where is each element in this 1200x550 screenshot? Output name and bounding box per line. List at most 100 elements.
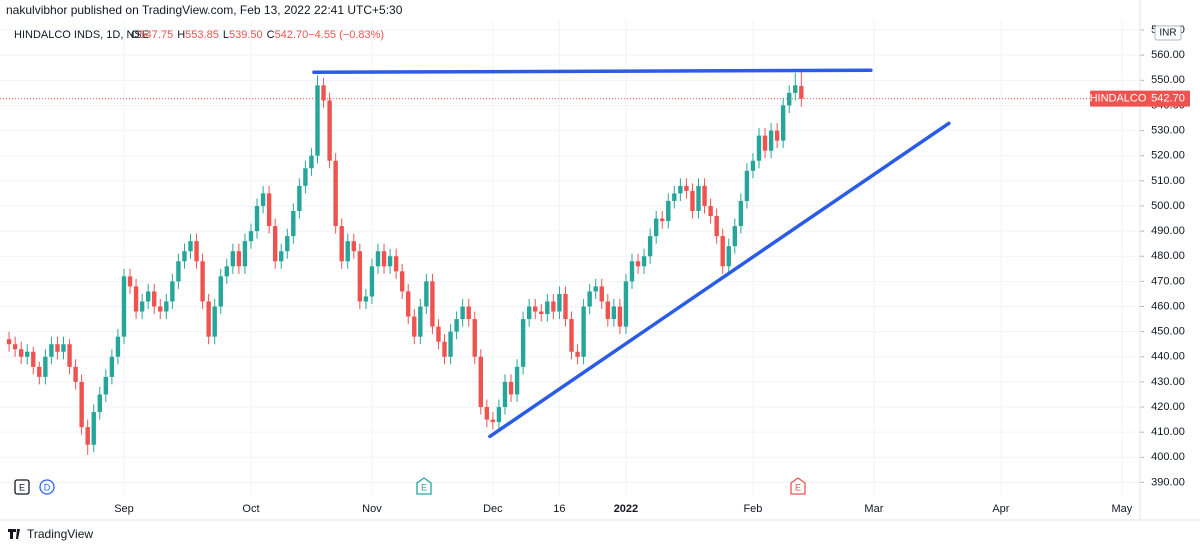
candle-body bbox=[720, 236, 725, 267]
ohlc-legend: O547.75 H553.85 L539.50 C542.70−4.55 (−0.83… bbox=[131, 29, 384, 41]
currency: INR bbox=[1159, 28, 1176, 39]
y-tick-label: 550.00 bbox=[1151, 74, 1185, 86]
candle-body bbox=[605, 301, 610, 320]
trendline bbox=[488, 121, 951, 439]
footer: TradingView bbox=[8, 527, 93, 541]
candle-body bbox=[799, 85, 804, 99]
candle-body bbox=[170, 281, 175, 302]
candle-body bbox=[375, 251, 381, 267]
legend-key: O bbox=[131, 29, 140, 41]
candle-body bbox=[115, 336, 121, 357]
y-tick-label: 440.00 bbox=[1151, 351, 1185, 363]
candle-body bbox=[381, 251, 387, 267]
candle-body bbox=[260, 193, 266, 206]
y-tick-label: 480.00 bbox=[1151, 250, 1185, 262]
legend-key: H bbox=[177, 29, 185, 41]
candle-body bbox=[551, 301, 556, 312]
candle-body bbox=[145, 291, 151, 302]
y-tick-label: 400.00 bbox=[1151, 451, 1185, 463]
candle-body bbox=[218, 276, 223, 307]
candle-body bbox=[593, 286, 598, 292]
candle-body bbox=[224, 266, 229, 277]
candle-body bbox=[442, 341, 447, 357]
candle-body bbox=[774, 130, 780, 141]
candle-body bbox=[539, 311, 544, 315]
candle-body bbox=[303, 168, 308, 186]
candle-body bbox=[103, 376, 109, 395]
candle-body bbox=[291, 211, 296, 237]
candle-body bbox=[242, 241, 248, 267]
y-tick-label: 530.00 bbox=[1151, 124, 1185, 136]
event-label: E bbox=[421, 482, 427, 492]
candle-body bbox=[369, 266, 375, 297]
y-tick-label: 450.00 bbox=[1151, 326, 1185, 338]
candle-body bbox=[333, 160, 338, 227]
candle-body bbox=[61, 344, 66, 352]
candle-body bbox=[478, 356, 483, 408]
candle-body bbox=[732, 226, 738, 247]
candle-body bbox=[285, 236, 290, 252]
price-axis: 390.00 400.00 410.00 420.00 430.00 440.00 450.… bbox=[114, 24, 1185, 515]
candle-body bbox=[696, 185, 701, 212]
candle-body bbox=[653, 218, 659, 237]
candle-body bbox=[702, 185, 707, 206]
y-tick-label: 500.00 bbox=[1151, 200, 1185, 212]
candle-body bbox=[12, 344, 18, 350]
legend-key: L bbox=[223, 29, 229, 41]
x-tick-label: Dec bbox=[483, 503, 503, 515]
candle-body bbox=[152, 291, 157, 307]
candle-body bbox=[472, 319, 477, 357]
trendline bbox=[312, 68, 873, 75]
y-tick-label: 510.00 bbox=[1151, 175, 1185, 187]
x-tick-label: 16 bbox=[553, 503, 565, 515]
candle-body bbox=[684, 185, 689, 191]
candle-body bbox=[18, 349, 24, 357]
y-tick-label: 490.00 bbox=[1151, 225, 1185, 237]
candle-body bbox=[31, 351, 36, 367]
candle-body bbox=[762, 135, 768, 151]
candle-body bbox=[436, 326, 441, 342]
candle-body bbox=[236, 251, 242, 267]
candle-body bbox=[617, 306, 623, 327]
y-tick-label: 520.00 bbox=[1151, 150, 1185, 162]
event-label: D bbox=[44, 482, 51, 492]
candle-body bbox=[666, 200, 671, 222]
candle-body bbox=[768, 130, 774, 151]
candle-body bbox=[575, 351, 580, 357]
candle-body bbox=[454, 319, 459, 332]
legend-key: C bbox=[267, 29, 275, 41]
candle-body bbox=[599, 286, 604, 302]
candle-body bbox=[526, 306, 532, 320]
x-tick-label: Oct bbox=[242, 503, 259, 515]
candle-body bbox=[321, 85, 326, 101]
candle-body bbox=[327, 100, 332, 161]
candle-body bbox=[460, 306, 465, 320]
event-label: E bbox=[795, 482, 801, 492]
legend-value: −4.55 (−0.83%) bbox=[308, 29, 384, 41]
candle-body bbox=[714, 216, 719, 237]
candle-body bbox=[164, 301, 169, 312]
candle-body bbox=[387, 256, 393, 267]
candle-body bbox=[514, 366, 520, 395]
candle-body bbox=[176, 261, 181, 282]
x-tick-label: Mar bbox=[864, 503, 883, 515]
price-tag-name: HINDALCO bbox=[1090, 93, 1147, 105]
candle-body bbox=[678, 185, 683, 194]
candle-body bbox=[569, 319, 574, 352]
candle-body bbox=[49, 344, 54, 357]
candle-body bbox=[206, 301, 211, 337]
y-tick-label: 410.00 bbox=[1151, 426, 1185, 438]
candle-body bbox=[25, 351, 30, 357]
candle-body bbox=[212, 306, 217, 337]
footer-brand: TradingView bbox=[27, 527, 93, 541]
x-tick-label: Nov bbox=[362, 503, 382, 515]
candle-body bbox=[315, 85, 320, 156]
legend-value: 542.70 bbox=[275, 29, 309, 41]
x-tick-label: Feb bbox=[743, 503, 762, 515]
event-icon bbox=[14, 479, 30, 495]
candle-body bbox=[466, 306, 471, 320]
candle-body bbox=[484, 407, 490, 420]
candle-body bbox=[726, 246, 731, 267]
